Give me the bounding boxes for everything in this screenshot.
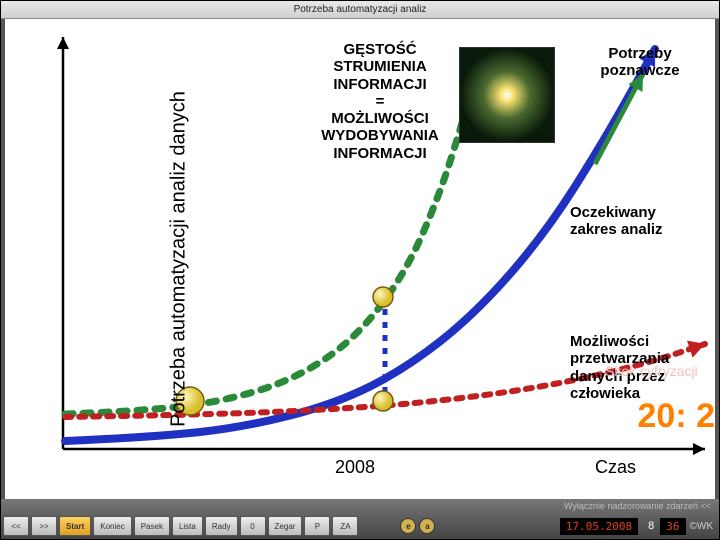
nav-koniec[interactable]: Koniec (93, 516, 131, 536)
y-axis-label: Potrzeba automatyzacji analiz danych (167, 91, 190, 427)
count-box: 36 (660, 518, 685, 535)
credit-line: Wyłącznie nadzorowanie zdarzeń << (1, 499, 719, 513)
nav-button-row: <<>>StartKoniecPasekListaRady0ZegarPZA ea… (1, 513, 719, 539)
presentation-frame: Potrzeba automatyzacji analiz Potrzeba a… (0, 0, 720, 540)
copyright: ©WK (690, 521, 713, 532)
circ-e[interactable]: e (400, 518, 416, 534)
nav-rady[interactable]: Rady (205, 516, 238, 536)
nav-start[interactable]: Start (59, 516, 91, 536)
label-ghost: Skok cyfryzacji (605, 363, 698, 379)
title-bar: Potrzeba automatyzacji analiz (1, 1, 719, 19)
nav-zegar[interactable]: Zegar (268, 516, 303, 536)
title-text: Potrzeba automatyzacji analiz (294, 4, 427, 15)
nav-p[interactable]: P (304, 516, 330, 536)
bottom-bar: Wyłącznie nadzorowanie zdarzeń << <<>>St… (1, 499, 719, 539)
x-axis-label-time: Czas (595, 457, 636, 478)
slide-hidden: 8 (648, 520, 654, 532)
chart-area: Potrzeba automatyzacji analiz danych GĘS… (5, 19, 715, 499)
label-density: GĘSTOŚĆSTRUMIENIAINFORMACJI=MOŻLIWOŚCIWY… (305, 41, 455, 162)
x-axis-label-year: 2008 (335, 457, 375, 478)
nav-pasek[interactable]: Pasek (134, 516, 170, 536)
date-box: 17.05.2008 (560, 518, 638, 535)
nav-za[interactable]: ZA (332, 516, 358, 536)
clock-overlay: 20: 2 (638, 397, 716, 436)
circ-a[interactable]: a (419, 518, 435, 534)
nav-[interactable]: << (3, 516, 29, 536)
nav-0[interactable]: 0 (240, 516, 266, 536)
nav-[interactable]: >> (31, 516, 57, 536)
nav-lista[interactable]: Lista (172, 516, 203, 536)
label-expected-range: Oczekiwanyzakres analiz (570, 204, 720, 239)
label-needs: Potrzebypoznawcze (570, 45, 710, 80)
illustration-thumbnail (459, 47, 555, 143)
